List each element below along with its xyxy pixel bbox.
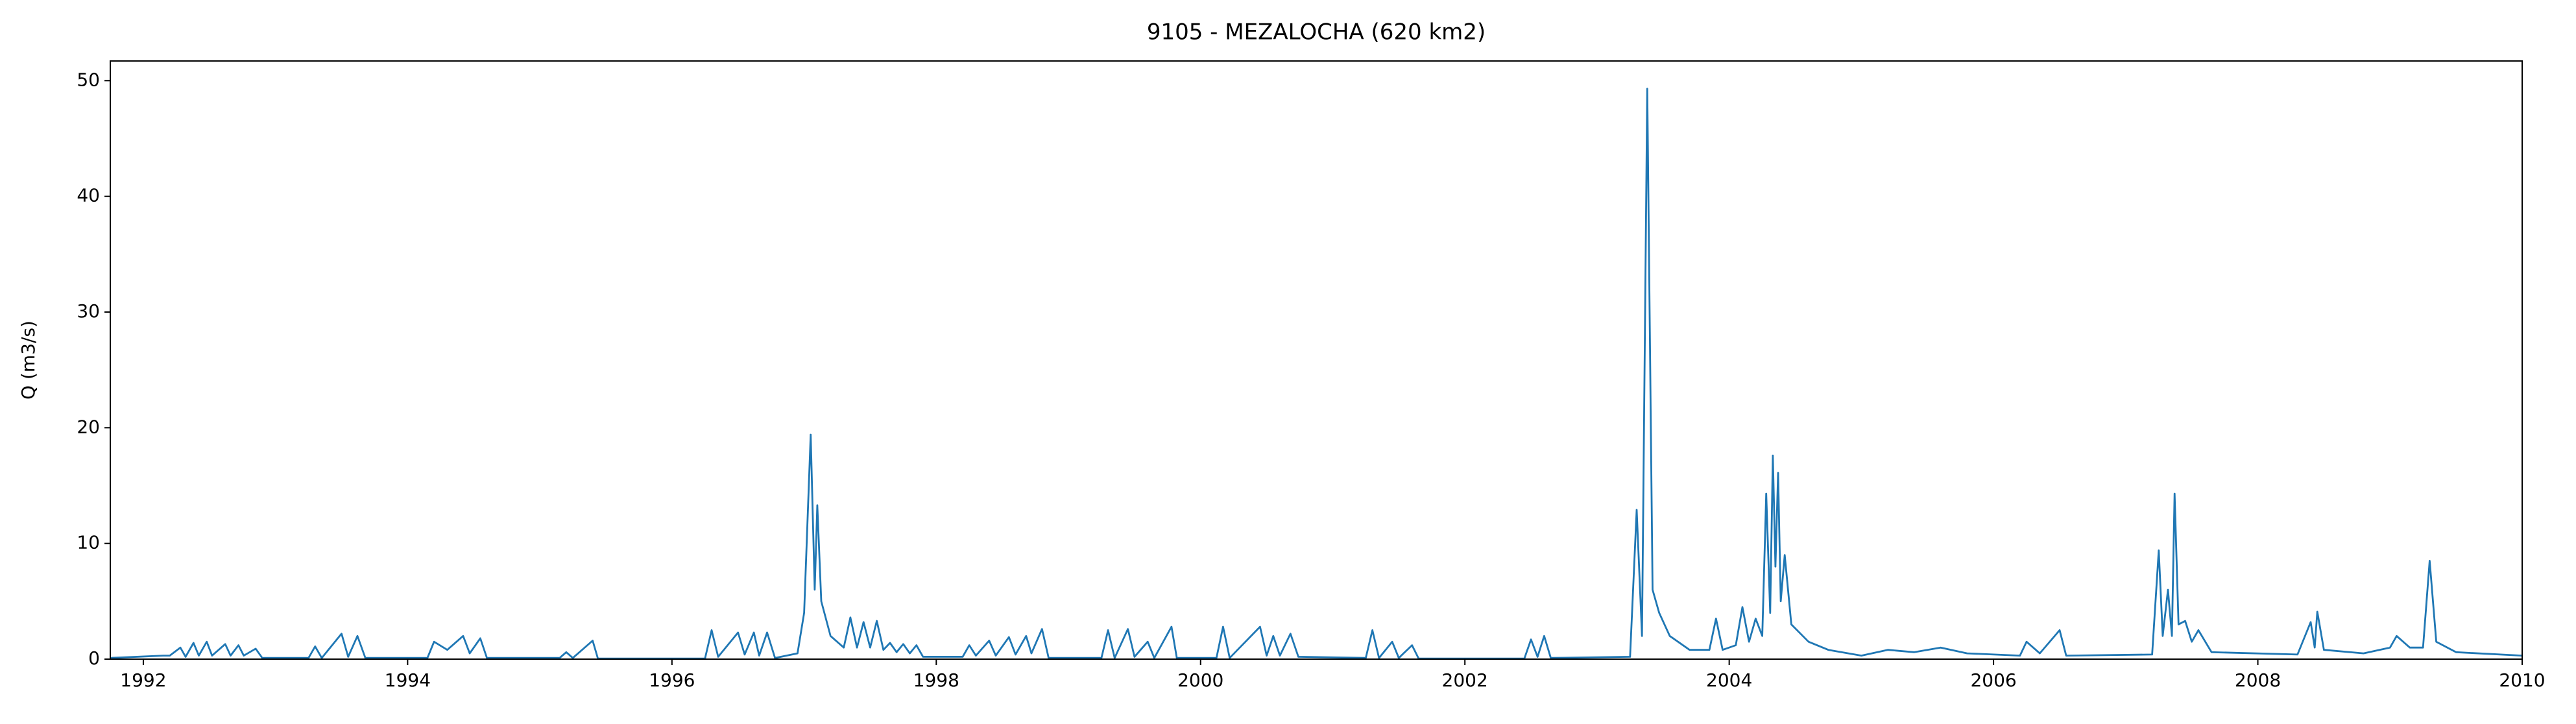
y-axis-label: Q (m3/s) [18,320,39,400]
x-tick-label: 1992 [120,670,166,691]
y-tick-label: 0 [88,647,100,669]
x-tick-label: 1998 [913,670,959,691]
x-tick-label: 2010 [2499,670,2545,691]
x-tick-label: 2000 [1177,670,1223,691]
y-tick-label: 30 [77,300,100,322]
y-tick-label: 50 [77,69,100,90]
data-line [110,88,2523,660]
x-tick-label: 1996 [649,670,695,691]
plot-frame [110,60,2523,660]
chart-title: 9105 - MEZALOCHA (620 km2) [1147,19,1486,45]
y-tick-label: 10 [77,532,100,553]
x-tick-label: 2006 [1970,670,2016,691]
y-tick-label: 40 [77,185,100,206]
x-tick-label: 2002 [1442,670,1488,691]
x-tick-label: 1994 [385,670,431,691]
x-tick-label: 2008 [2235,670,2281,691]
y-tick-label: 20 [77,416,100,437]
x-tick-label: 2004 [1706,670,1752,691]
